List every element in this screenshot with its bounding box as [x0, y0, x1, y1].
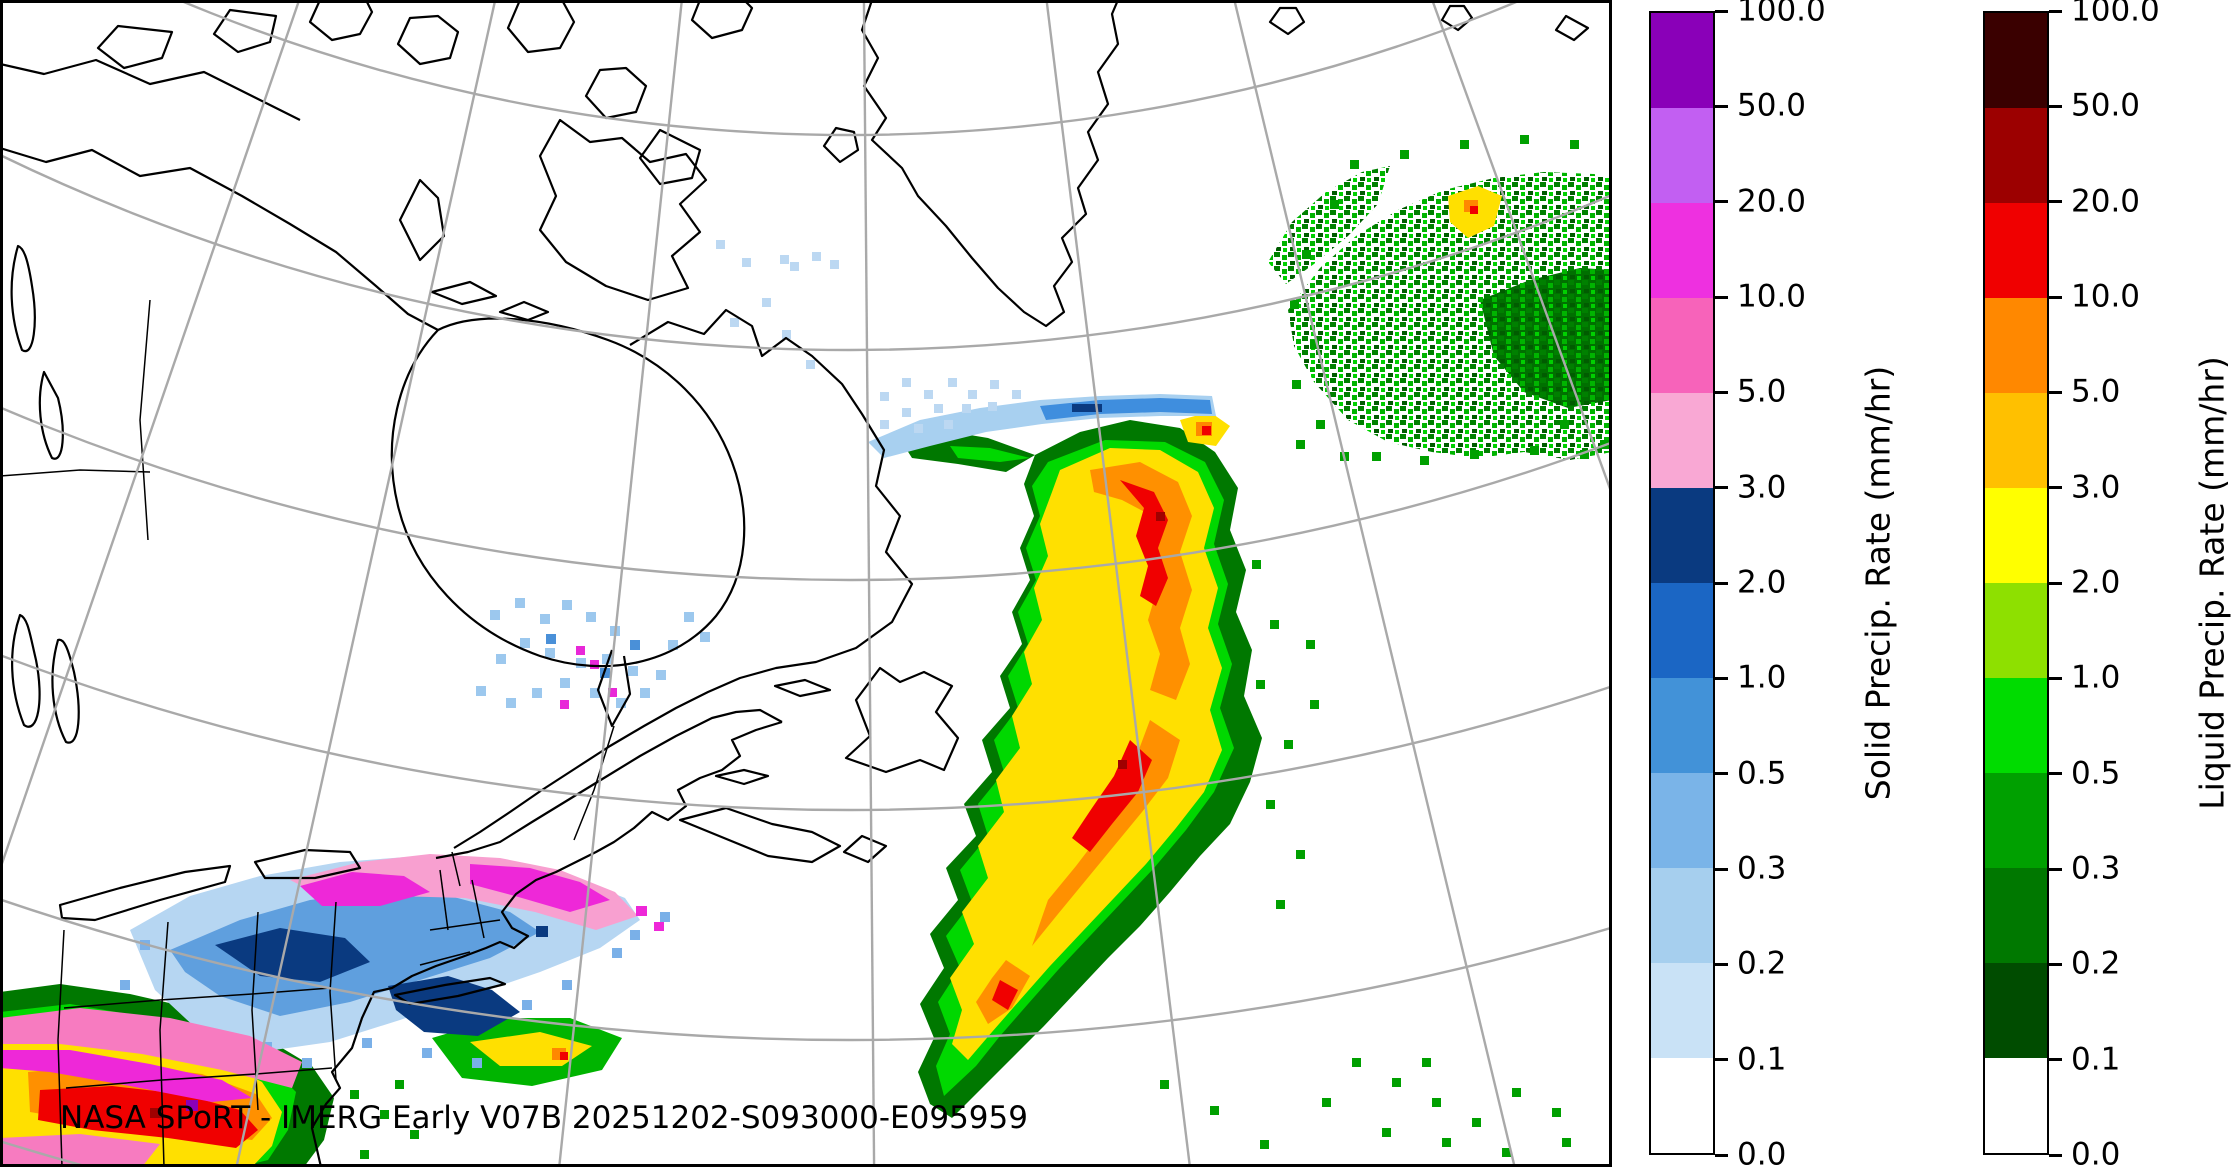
colorbar-tick — [2049, 295, 2062, 299]
borders-layer — [0, 299, 615, 1167]
colorbar-segment — [1985, 298, 2047, 393]
colorbar-segment — [1985, 868, 2047, 963]
colorbar-tick-label: 10.0 — [1737, 278, 1807, 315]
colorbar-tick-label: 0.5 — [2071, 754, 2121, 791]
colorbar-tick-label: 0.0 — [2071, 1136, 2121, 1167]
colorbar-tick-label: 10.0 — [2071, 278, 2141, 315]
colorbar-tick — [1715, 772, 1728, 776]
product-title: NASA SPoRT - IMERG Early V07B 20251202-S… — [60, 1100, 1028, 1136]
map-area — [0, 0, 1612, 1167]
colorbar-tick — [1715, 962, 1728, 966]
colorbar-tick-label: 0.2 — [1737, 945, 1787, 982]
colorbar-tick-label: 2.0 — [2071, 564, 2121, 601]
colorbar-tick-label: 3.0 — [1737, 468, 1787, 505]
colorbar-tick — [2049, 1058, 2062, 1062]
colorbar-tick — [2049, 9, 2062, 13]
graticule-layer — [0, 0, 1612, 1167]
colorbar-segment — [1651, 773, 1713, 868]
colorbar-tick — [2049, 104, 2062, 108]
colorbar-segment — [1651, 203, 1713, 298]
colorbar-tick — [1715, 295, 1728, 299]
colorbar-tick — [2049, 390, 2062, 394]
colorbar-segment — [1651, 488, 1713, 583]
colorbar-tick-label: 5.0 — [1737, 373, 1787, 410]
colorbar-solid-bar — [1649, 11, 1715, 1155]
colorbar-segment — [1985, 393, 2047, 488]
colorbar-tick — [1715, 200, 1728, 204]
colorbar-segment — [1651, 298, 1713, 393]
colorbar-tick-label: 5.0 — [2071, 373, 2121, 410]
colorbar-segment — [1651, 1058, 1713, 1153]
colorbar-tick-label: 50.0 — [1737, 87, 1807, 124]
colorbar-tick — [1715, 1153, 1728, 1157]
colorbar-tick-label: 0.2 — [2071, 945, 2121, 982]
colorbar-tick-label: 20.0 — [1737, 182, 1807, 219]
colorbar-tick-label: 100.0 — [2071, 0, 2160, 29]
colorbar-segment — [1985, 1058, 2047, 1153]
colorbar-tick — [1715, 676, 1728, 680]
colorbar-tick — [1715, 104, 1728, 108]
colorbar-tick-label: 1.0 — [1737, 659, 1787, 696]
colorbar-tick — [2049, 867, 2062, 871]
colorbar-tick-label: 0.1 — [2071, 1040, 2121, 1077]
colorbar-segment — [1985, 678, 2047, 773]
colorbar-tick-label: 0.0 — [1737, 1136, 1787, 1167]
colorbar-solid-axis-label: Solid Precip. Rate (mm/hr) — [1858, 365, 1898, 801]
colorbar-liquid-axis-label: Liquid Precip. Rate (mm/hr) — [2192, 356, 2232, 810]
colorbar-tick-label: 100.0 — [1737, 0, 1826, 29]
coastlines-layer — [0, 0, 1590, 1167]
colorbar-segment — [1651, 583, 1713, 678]
colorbar-tick-label: 20.0 — [2071, 182, 2141, 219]
colorbar-tick — [1715, 581, 1728, 585]
colorbar-tick — [2049, 676, 2062, 680]
colorbar-segment — [1985, 203, 2047, 298]
colorbar-segment — [1985, 108, 2047, 203]
colorbar-segment — [1651, 963, 1713, 1058]
precipitation-map — [0, 0, 1612, 1167]
colorbar-segment — [1651, 678, 1713, 773]
colorbar-tick — [2049, 581, 2062, 585]
colorbar-tick-label: 3.0 — [2071, 468, 2121, 505]
map-frame — [0, 0, 1612, 1167]
colorbar-tick — [1715, 390, 1728, 394]
colorbar-segment — [1985, 963, 2047, 1058]
colorbar-tick-label: 50.0 — [2071, 87, 2141, 124]
colorbar-tick — [2049, 962, 2062, 966]
colorbar-tick — [1715, 1058, 1728, 1062]
colorbar-tick-label: 1.0 — [2071, 659, 2121, 696]
colorbar-tick — [1715, 486, 1728, 490]
colorbar-liquid-bar — [1983, 11, 2049, 1155]
colorbar-tick — [2049, 772, 2062, 776]
colorbar-solid: 100.0 50.0 20.0 10.0 5.0 3.0 2.0 1.0 0.5 0.3 0.2 0.… — [1649, 0, 1826, 1167]
colorbar-segment — [1651, 13, 1713, 108]
colorbar-tick-label: 2.0 — [1737, 564, 1787, 601]
colorbar-tick-label: 0.1 — [1737, 1040, 1787, 1077]
colorbar-tick — [2049, 1153, 2062, 1157]
solid-precip-layer — [0, 240, 1216, 1167]
colorbar-segment — [1651, 108, 1713, 203]
colorbar-segment — [1651, 393, 1713, 488]
colorbar-segment — [1985, 13, 2047, 108]
colorbar-tick — [2049, 486, 2062, 490]
colorbar-segment — [1651, 868, 1713, 963]
colorbar-segment — [1985, 583, 2047, 678]
colorbar-tick — [1715, 9, 1728, 13]
colorbar-tick-label: 0.3 — [2071, 850, 2121, 887]
colorbar-tick — [1715, 867, 1728, 871]
colorbar-liquid: 100.0 50.0 20.0 10.0 5.0 3.0 2.0 1.0 0.5 0.3 0.2 0.… — [1983, 0, 2160, 1167]
colorbar-tick — [2049, 200, 2062, 204]
colorbar-tick-label: 0.3 — [1737, 850, 1787, 887]
colorbar-tick-label: 0.5 — [1737, 754, 1787, 791]
colorbar-segment — [1985, 488, 2047, 583]
colorbar-segment — [1985, 773, 2047, 868]
